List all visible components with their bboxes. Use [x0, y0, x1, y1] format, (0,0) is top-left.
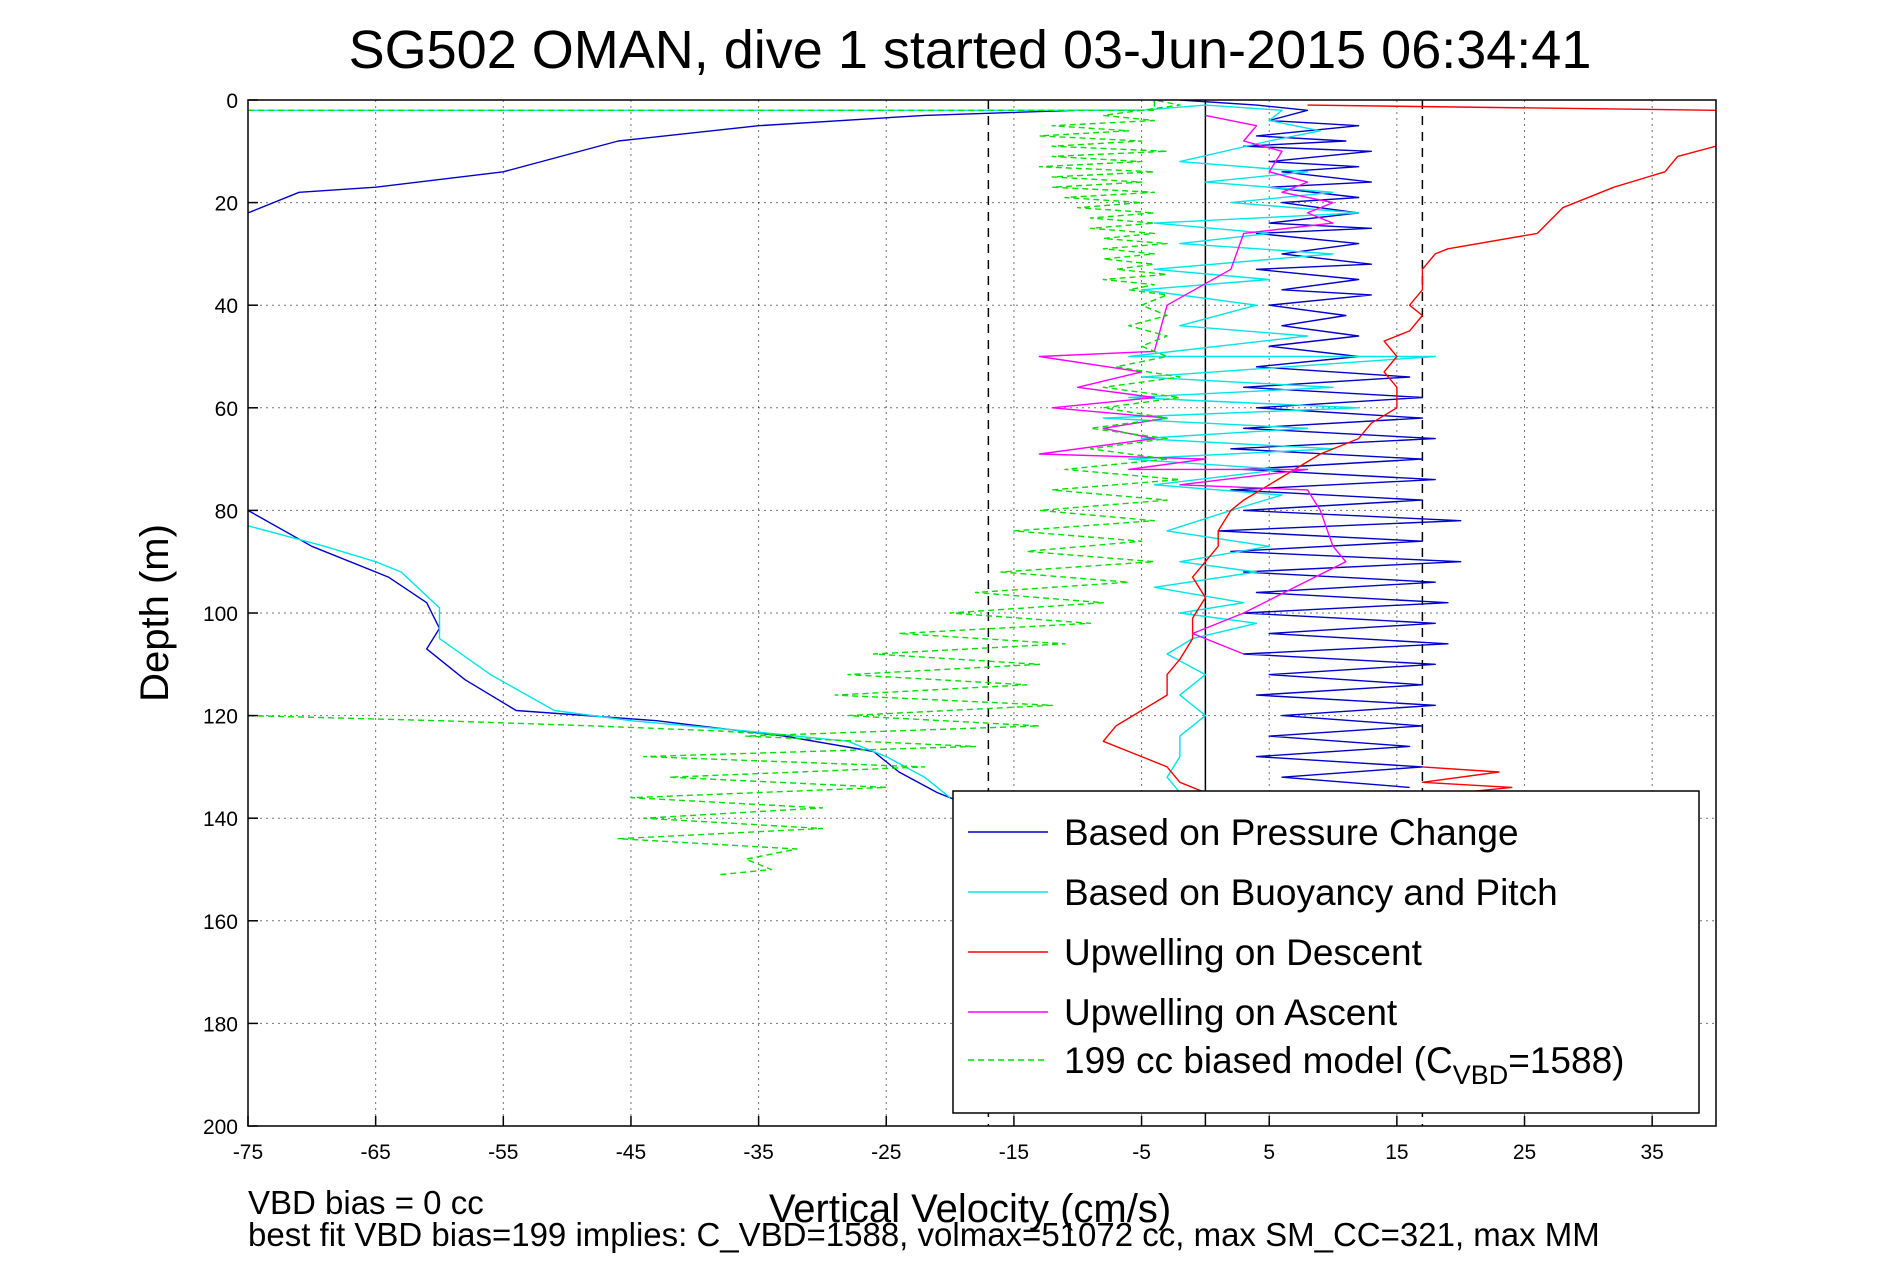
x-tick-label: 25	[1513, 1141, 1536, 1164]
series-line-3	[1421, 766, 1513, 794]
legend: Based on Pressure Change Based on Buoyanc…	[952, 790, 1700, 1114]
legend-items: Based on Pressure Change Based on Buoyanc…	[968, 812, 1624, 1090]
x-axis-label: Vertical Velocity (cm/s)	[769, 1187, 1171, 1231]
y-tick-label: 140	[203, 808, 238, 831]
y-tick-label: 20	[215, 193, 238, 216]
x-tick-label: -15	[999, 1141, 1029, 1164]
footnote-best-fit: best fit VBD bias=199 implies: C_VBD=158…	[248, 1216, 1600, 1253]
series-line-4	[1038, 114, 1347, 655]
x-tick-label: -35	[743, 1141, 773, 1164]
x-tick-label: 35	[1640, 1141, 1663, 1164]
y-tick-label: 0	[226, 90, 238, 113]
x-axis-ticks: -75 -65 -55 -45 -35 -25 -15 -5 5 15 25 35	[233, 1116, 1664, 1164]
legend-label: Based on Pressure Change	[1064, 812, 1519, 853]
legend-box	[952, 790, 1700, 1114]
series-line-1	[1179, 100, 1462, 789]
y-axis-ticks: 0 20 40 60 80 100 120 140 160 180 200	[203, 90, 258, 1139]
y-tick-label: 120	[203, 706, 238, 729]
y-tick-label: 180	[203, 1013, 238, 1036]
x-tick-label: -25	[871, 1141, 901, 1164]
x-tick-label: 15	[1385, 1141, 1408, 1164]
x-tick-label: -65	[360, 1141, 390, 1164]
series-line-5	[248, 100, 1181, 876]
y-tick-label: 40	[215, 295, 238, 318]
y-tick-label: 200	[203, 1116, 238, 1139]
x-tick-label: -45	[616, 1141, 646, 1164]
x-tick-label: -55	[488, 1141, 518, 1164]
y-tick-label: 160	[203, 911, 238, 934]
series-line-2	[248, 525, 951, 799]
legend-label: 199 cc biased model (CVBD=1588)	[1064, 1040, 1624, 1090]
y-tick-label: 100	[203, 603, 238, 626]
legend-label: Based on Buoyancy and Pitch	[1064, 872, 1558, 913]
legend-label: Upwelling on Descent	[1064, 932, 1423, 973]
y-axis-label: Depth (m)	[133, 524, 177, 702]
series-line-1	[248, 509, 964, 804]
legend-label: Upwelling on Ascent	[1064, 992, 1398, 1033]
x-tick-label: -75	[233, 1141, 263, 1164]
footnote-vbd-bias: VBD bias = 0 cc	[248, 1184, 484, 1221]
series-line-3	[1307, 104, 1716, 111]
series-line-5	[248, 714, 797, 737]
series-line-2	[248, 104, 1436, 794]
y-tick-label: 80	[215, 500, 238, 523]
y-tick-label: 60	[215, 398, 238, 421]
series-line-1	[248, 109, 1142, 214]
series-line-3	[1102, 145, 1716, 794]
x-tick-label: -5	[1132, 1141, 1151, 1164]
series-group	[248, 100, 1716, 876]
x-tick-label: 5	[1263, 1141, 1275, 1164]
chart-title: SG502 OMAN, dive 1 started 03-Jun-2015 0…	[349, 20, 1592, 80]
